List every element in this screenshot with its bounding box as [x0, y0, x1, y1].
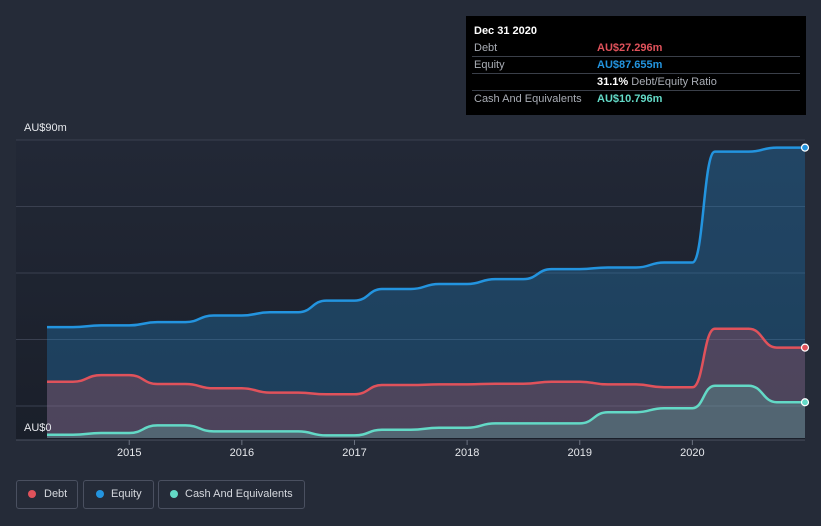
- tooltip-ratio-label: Debt/Equity Ratio: [631, 76, 717, 88]
- x-tick-label: 2020: [680, 447, 704, 459]
- debt-area: [47, 328, 805, 438]
- x-tick-label: 2017: [342, 447, 366, 459]
- cash-and-equivalents-endpoint: [800, 398, 810, 407]
- x-tick-label: 2015: [117, 447, 141, 459]
- debt-legend-label: Debt: [44, 488, 68, 500]
- equity-legend-dot: [96, 490, 104, 498]
- debt-legend-dot: [28, 490, 36, 498]
- x-axis-ticks: 2015 2016 2017 2018 2019 2020: [117, 440, 705, 459]
- debt-endpoint: [800, 343, 810, 352]
- tooltip-cash-label: Cash And Equivalents: [474, 93, 582, 105]
- tooltip-equity-value: AU$87.655m: [597, 59, 663, 71]
- cash-and-equivalents-area: [47, 385, 805, 438]
- tooltip-equity-row: Equity AU$87.655m: [474, 57, 800, 74]
- equity-area: [47, 147, 805, 438]
- tooltip-debt-value: AU$27.296m: [597, 42, 663, 54]
- tooltip-date: Dec 31 2020: [474, 25, 537, 37]
- x-tick-label: 2018: [455, 447, 479, 459]
- debt-line: [46, 327, 805, 396]
- tooltip-cash-value: AU$10.796m: [597, 93, 663, 105]
- legend-equity[interactable]: Equity: [83, 480, 154, 509]
- y-axis-top-label: AU$90m: [24, 122, 67, 134]
- equity-legend-label: Equity: [111, 488, 142, 500]
- legend-debt[interactable]: Debt: [16, 480, 78, 509]
- legend-cash[interactable]: Cash And Equivalents: [158, 480, 305, 509]
- equity-endpoint: [800, 143, 810, 152]
- tooltip: Dec 31 2020 Debt AU$27.296m Equity AU$87…: [466, 16, 806, 115]
- cash-and-equivalents-line: [47, 384, 805, 437]
- tooltip-ratio-value: 31.1%: [597, 76, 629, 88]
- tooltip-debt-row: Debt AU$27.296m: [474, 40, 800, 57]
- x-tick-label: 2019: [567, 447, 591, 459]
- tooltip-equity-label: Equity: [474, 59, 505, 71]
- series-endpoints: [800, 143, 810, 407]
- tooltip-cash-row: Cash And Equivalents AU$10.796m: [474, 91, 800, 108]
- cash-legend-dot: [170, 490, 178, 498]
- series-areas: [47, 147, 805, 438]
- tooltip-debt-label: Debt: [474, 42, 498, 54]
- series-lines: [46, 146, 805, 437]
- cash-legend-label: Cash And Equivalents: [185, 488, 293, 500]
- tooltip-ratio-row: 31.1% Debt/Equity Ratio: [474, 74, 800, 91]
- gridlines: [16, 139, 805, 441]
- y-axis-bottom-label: AU$0: [24, 422, 52, 434]
- equity-line: [47, 146, 805, 329]
- x-tick-label: 2016: [230, 447, 254, 459]
